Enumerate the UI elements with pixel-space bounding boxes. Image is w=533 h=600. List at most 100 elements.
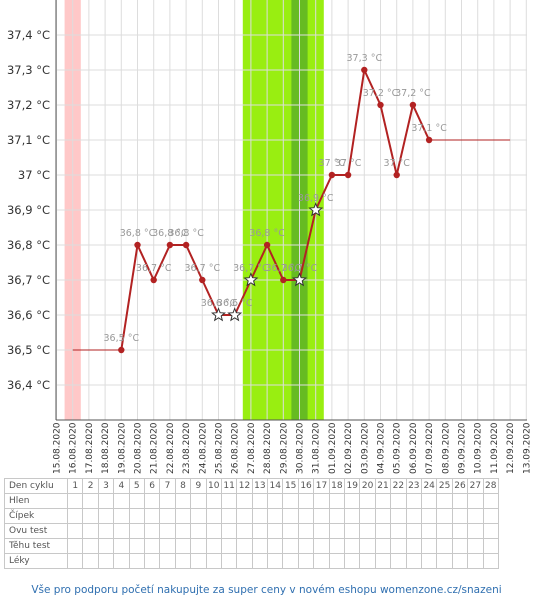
table-cell [220,523,238,539]
footer-link[interactable]: Vše pro podporu početí nakupujte za supe… [31,584,502,596]
table-cell [66,508,84,524]
row-label: Těhu test [4,538,68,554]
data-point [263,241,271,249]
table-cell [344,493,361,509]
table-cell [482,538,499,554]
table-cell [82,493,99,509]
table-cell [359,493,376,509]
x-tick-label: 02.09.2020 [344,422,354,474]
cycle-day-number: 3 [97,478,115,494]
data-point [134,241,141,249]
data-label: 37,2 °C [363,88,399,99]
cycle-day-number: 23 [405,478,422,494]
data-label: 36,7 °C [233,263,269,274]
table-cell [205,523,222,539]
table-cell [97,493,115,509]
x-tick-label: 23.08.2020 [182,422,192,474]
table-cell [190,493,207,509]
table-cell [267,523,284,539]
table-cell [159,553,176,569]
cycle-day-number: 6 [143,478,161,494]
table-cell [143,553,161,569]
table-cell [328,553,346,569]
table-row: Hlen [4,493,499,509]
x-tick-label: 28.08.2020 [263,422,273,474]
table-cell [467,538,484,554]
x-tick-label: 25.08.2020 [215,422,225,474]
table-cell [313,523,330,539]
data-label: 36,6 °C [217,298,253,309]
cycle-day-number: 25 [436,478,453,494]
table-cell [128,538,145,554]
table-cell [251,538,269,554]
table-cell [482,508,499,524]
cycle-day-number: 16 [297,478,315,494]
y-tick-label: 36,8 °C [7,238,50,252]
table-cell [143,538,161,554]
cycle-day-number: 15 [282,478,299,494]
table-cell [390,493,407,509]
table-cell [405,508,422,524]
table-cell [359,538,376,554]
table-cell [236,493,253,509]
data-point-star [292,272,307,287]
table-cell [159,493,176,509]
table-cell [174,523,192,539]
data-point-star [243,272,259,287]
x-tick-label: 18.08.2020 [101,422,111,474]
table-cell [297,508,315,524]
table-cell [328,508,346,524]
y-tick-label: 37,3 °C [7,63,50,77]
table-cell [359,523,376,539]
row-label: Ovu test [4,523,68,539]
table-cell [482,523,499,539]
row-label: Čípek [4,508,68,524]
y-tick-label: 36,4 °C [7,378,50,392]
cycle-day-number: 2 [82,478,99,494]
x-tick-label: 09.09.2020 [458,422,468,474]
data-point [377,101,384,109]
table-cell [405,538,422,554]
cycle-day-number: 20 [359,478,376,494]
table-cell [143,508,161,524]
table-cell [313,508,330,524]
data-label: 37,1 °C [411,123,447,134]
table-cell [220,538,238,554]
x-tick-label: 08.09.2020 [441,422,451,474]
table-cell [190,538,207,554]
cycle-day-number: 19 [344,478,361,494]
table-cell [159,508,176,524]
table-cell [451,508,469,524]
row-label: Hlen [4,493,68,509]
table-cell [82,553,99,569]
table-cell [467,553,484,569]
cycle-day-number: 1 [66,478,84,494]
table-cell [174,538,192,554]
data-label: 37,3 °C [347,53,383,64]
data-point [393,171,400,179]
table-cell [267,493,284,509]
table-cell [436,493,453,509]
table-cell [451,553,469,569]
table-cell [328,523,346,539]
x-tick-label: 11.09.2020 [490,422,500,474]
temperature-chart: 36,4 °C 36,5 °C 36,6 °C 36,7 °C 36,8 °C 36,9 … [7,0,532,474]
table-cell [420,493,438,509]
table-cell [313,553,330,569]
table-cell [143,493,161,509]
y-tick-label: 37 °C [18,168,50,182]
cycle-day-row: Den cyklu 1 2 3 4 5 6 7 8 9 10 11 12 13 14 15 16 17 18 19 20… [4,478,499,494]
cycle-day-number: 26 [451,478,469,494]
data-point-star [308,202,324,217]
table-cell [405,523,422,539]
table-cell [251,493,269,509]
cycle-day-number: 10 [205,478,222,494]
cycle-day-number: 13 [251,478,269,494]
table-cell [97,538,115,554]
table-cell [313,493,330,509]
x-tick-label: 13.09.2020 [522,422,532,474]
table-cell [190,553,207,569]
table-cell [190,523,207,539]
x-tick-label: 04.09.2020 [377,422,387,474]
cycle-day-number: 8 [174,478,192,494]
